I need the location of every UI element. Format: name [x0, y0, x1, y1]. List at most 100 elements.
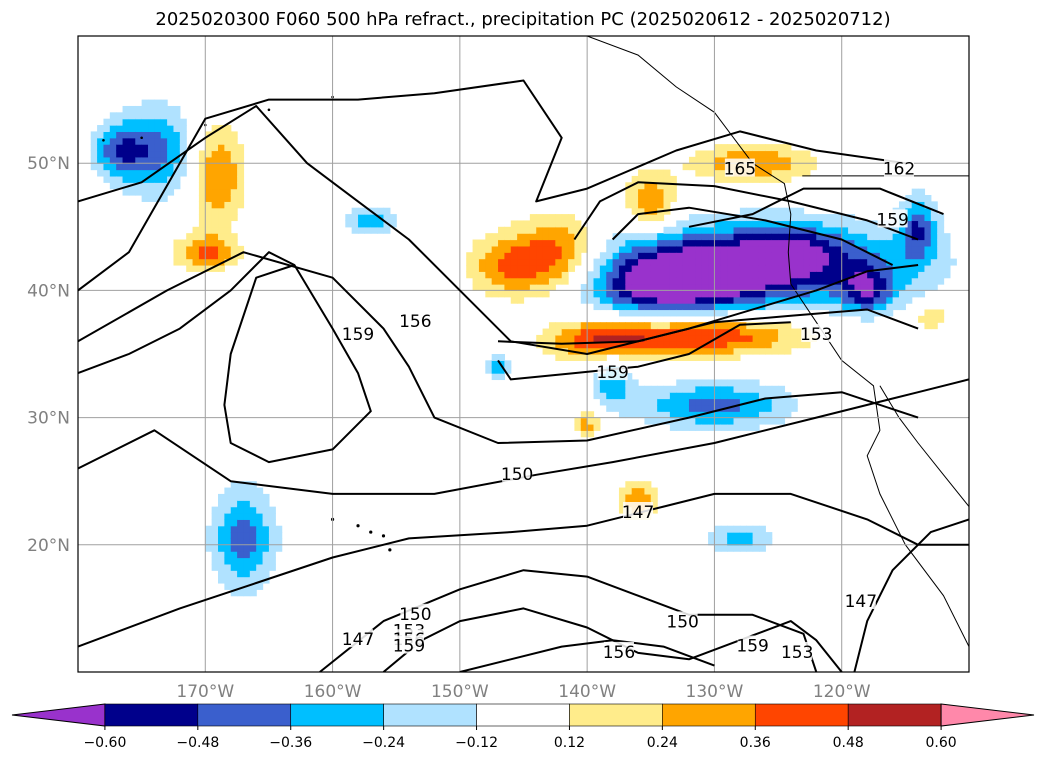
precip-cell: [523, 264, 531, 272]
precip-cell: [593, 417, 601, 425]
precip-cell: [625, 252, 633, 260]
precip-cell: [714, 271, 722, 279]
precip-cell: [898, 303, 906, 311]
precip-cell: [529, 226, 537, 234]
precip-cell: [758, 411, 766, 419]
precip-cell: [663, 264, 671, 272]
precip-cell: [224, 131, 232, 139]
precip-cell: [179, 131, 187, 139]
precip-cell: [663, 169, 671, 177]
precip-cell: [377, 220, 385, 228]
precip-cell: [905, 258, 913, 266]
precip-cell: [892, 239, 900, 247]
precip-cell: [638, 175, 646, 183]
contour-label: 147: [622, 503, 654, 523]
precip-cell: [230, 233, 238, 241]
precip-cell: [650, 182, 658, 190]
precip-cell: [676, 239, 684, 247]
precip-cell: [727, 245, 735, 253]
precip-cell: [205, 245, 213, 253]
precip-cell: [758, 334, 766, 342]
precip-cell: [720, 290, 728, 298]
precip-cell: [739, 264, 747, 272]
precip-cell: [555, 226, 563, 234]
precip-cell: [752, 163, 760, 171]
precip-cell: [650, 233, 658, 241]
precip-cell: [688, 163, 696, 171]
precip-cell: [848, 303, 856, 311]
precip-cell: [631, 303, 639, 311]
precip-cell: [548, 334, 556, 342]
precip-cell: [778, 398, 786, 406]
precip-cell: [657, 284, 665, 291]
precip-cell: [135, 182, 143, 190]
precip-cell: [644, 392, 652, 400]
precip-cell: [154, 188, 162, 196]
precip-cell: [599, 284, 607, 291]
precip-cell: [211, 214, 219, 222]
precip-cell: [198, 214, 206, 222]
precip-cell: [167, 163, 175, 171]
precip-cell: [771, 156, 779, 164]
precip-cell: [205, 207, 213, 215]
precip-cell: [809, 245, 817, 253]
precip-cell: [249, 570, 257, 578]
precip-cell: [631, 296, 639, 304]
precip-cell: [809, 226, 817, 234]
precip-cell: [116, 163, 124, 171]
precip-cell: [752, 226, 760, 234]
precip-cell: [122, 112, 130, 120]
precip-cell: [809, 277, 817, 285]
precip-cell: [778, 252, 786, 260]
precip-cell: [389, 214, 397, 222]
precip-cell: [644, 195, 652, 202]
precip-cell: [778, 258, 786, 266]
precip-cell: [708, 328, 716, 336]
precip-cell: [580, 233, 588, 241]
precip-cell: [122, 118, 130, 126]
colorbar-tick-label: −0.24: [362, 735, 405, 751]
precip-cell: [618, 284, 626, 291]
precip-cell: [256, 500, 264, 508]
latitude-tick-label: 40°N: [27, 281, 70, 301]
precip-cell: [790, 328, 798, 336]
precip-cell: [644, 214, 652, 222]
precip-cell: [930, 233, 938, 241]
precip-cell: [198, 163, 206, 171]
precip-cell: [765, 277, 773, 285]
precip-cell: [867, 245, 875, 253]
precip-cell: [644, 277, 652, 285]
precip-cell: [924, 309, 932, 317]
precip-cell: [809, 156, 817, 164]
precip-cell: [141, 182, 149, 190]
precip-cell: [542, 214, 550, 222]
precip-cell: [472, 277, 480, 285]
precip-cell: [536, 334, 544, 342]
precip-cell: [135, 105, 143, 113]
precip-cell: [498, 239, 506, 247]
precip-cell: [797, 239, 805, 247]
precip-cell: [205, 220, 213, 228]
precip-cell: [148, 105, 155, 113]
precip-cell: [243, 519, 251, 527]
precip-cell: [529, 264, 537, 272]
precip-cell: [752, 220, 760, 228]
precip-cell: [714, 328, 722, 336]
precip-cell: [211, 252, 219, 260]
precip-cell: [593, 385, 601, 393]
precip-cell: [650, 252, 658, 260]
precip-cell: [720, 264, 728, 272]
precip-cell: [548, 239, 556, 247]
precip-cell: [358, 220, 365, 228]
precip-cell: [937, 214, 945, 222]
precip-cell: [128, 163, 136, 171]
precip-cell: [606, 284, 614, 291]
precip-cell: [580, 341, 588, 349]
precip-cell: [695, 354, 703, 361]
precip-cell: [109, 112, 117, 120]
precip-cell: [771, 398, 779, 406]
precip-cell: [828, 258, 836, 266]
precip-cell: [510, 296, 518, 304]
precip-cell: [682, 271, 690, 279]
precip-cell: [555, 258, 563, 266]
